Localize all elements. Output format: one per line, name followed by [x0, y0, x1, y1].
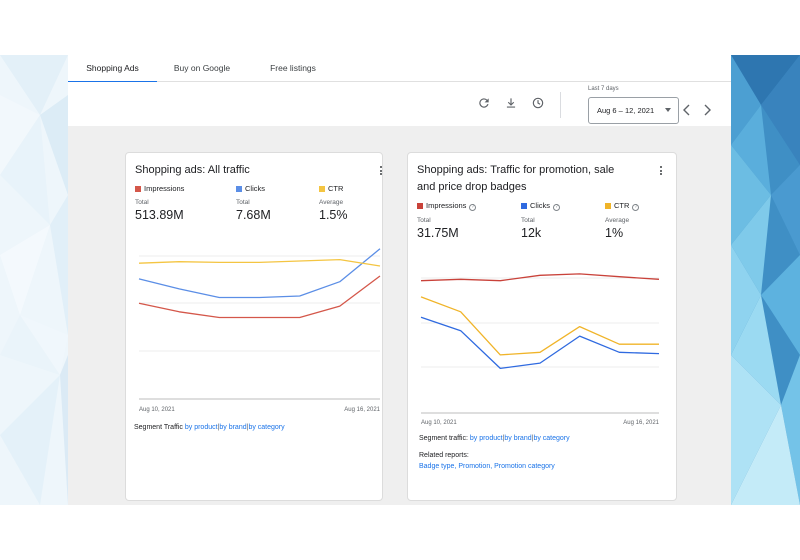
series-line-clicks	[420, 316, 660, 370]
badge-type-link[interactable]: Badge type	[419, 463, 455, 470]
metric-caption: Total	[521, 217, 535, 224]
metric-ctr: CTR Average 1.5%	[319, 184, 348, 222]
segment-label: Segment traffic:	[419, 435, 468, 442]
impressions-swatch	[417, 202, 423, 209]
all-traffic-card: Shopping ads: All traffic Impressions To…	[125, 152, 383, 501]
related-reports-label: Related reports:	[419, 452, 469, 459]
series-line-ctr	[138, 258, 381, 267]
link-separator: |	[502, 435, 505, 442]
segment-traffic-row: Segment Traffic by product|by brand|by c…	[134, 424, 285, 431]
metric-ctr: CTR? Average 1%	[605, 201, 640, 240]
series-line-impressions	[138, 275, 381, 319]
info-icon[interactable]: ?	[553, 204, 560, 211]
right-decorative-panel	[731, 55, 800, 505]
link-separator: |	[217, 424, 220, 431]
metric-value: 12k	[521, 226, 542, 240]
segment-by-category-link[interactable]: by category	[248, 424, 285, 431]
card-title-line-2: and price drop badges	[417, 181, 527, 193]
x-tick-label: Aug 16, 2021	[623, 420, 659, 426]
metric-legend: CTR	[328, 184, 344, 193]
right-lowpoly-art	[731, 55, 800, 505]
x-tick-label: Aug 10, 2021	[139, 407, 175, 413]
promotion-badges-line-chart: Aug 10, 2021 Aug 16, 2021	[420, 273, 660, 426]
date-range-value: Aug 6 – 12, 2021	[597, 106, 655, 115]
date-range-caption: Last 7 days	[588, 86, 619, 92]
tab-free-listings[interactable]: Free listings	[270, 63, 316, 73]
date-range-select[interactable]: Aug 6 – 12, 2021	[588, 97, 679, 124]
link-separator: |	[246, 424, 249, 431]
toolbar: Last 7 days Aug 6 – 12, 2021	[68, 82, 731, 126]
segment-by-product-link[interactable]: by product	[184, 424, 218, 431]
metric-value: 7.68M	[236, 208, 271, 222]
x-tick-label: Aug 10, 2021	[421, 420, 457, 426]
info-icon[interactable]: ?	[469, 204, 477, 211]
card-title-line-1: Shopping ads: Traffic for promotion, sal…	[417, 164, 615, 176]
ctr-swatch	[605, 202, 611, 209]
left-lowpoly-art	[0, 55, 68, 505]
promotion-badges-card: Shopping ads: Traffic for promotion, sal…	[407, 152, 677, 501]
metric-caption: Average	[319, 199, 344, 206]
metric-value: 1.5%	[319, 208, 348, 222]
segment-by-category-link[interactable]: by category	[533, 435, 570, 442]
metric-caption: Average	[605, 217, 630, 224]
tab-shopping-ads[interactable]: Shopping Ads	[68, 55, 157, 83]
metric-legend: CTR	[614, 201, 630, 210]
related-reports-links: Badge type, Promotion, Promotion categor…	[419, 463, 555, 470]
metric-caption: Total	[236, 199, 250, 206]
metric-caption: Total	[135, 199, 149, 206]
metric-legend: Impressions	[426, 201, 467, 210]
refresh-icon[interactable]	[477, 96, 491, 110]
history-icon[interactable]	[531, 96, 545, 110]
series-line-ctr	[420, 296, 659, 356]
toolbar-divider	[560, 92, 561, 118]
metric-value: 513.89M	[135, 208, 184, 222]
more-vert-icon[interactable]	[657, 165, 665, 177]
metric-impressions: Impressions? Total 31.75M	[417, 201, 477, 240]
tab-buy-on-google[interactable]: Buy on Google	[173, 63, 231, 73]
left-decorative-panel	[0, 55, 68, 505]
x-tick-label: Aug 16, 2021	[344, 407, 380, 413]
impressions-swatch	[135, 185, 141, 192]
clicks-swatch	[236, 185, 242, 192]
merchant-center-performance-view: Shopping Ads Buy on Google Free listings…	[68, 55, 731, 505]
series-line-impressions	[420, 273, 660, 282]
segment-by-brand-link[interactable]: by brand	[504, 435, 532, 442]
metric-caption: Total	[417, 217, 431, 224]
metric-impressions: Impressions Total 513.89M	[135, 184, 184, 222]
promotion-link[interactable]: Promotion	[458, 463, 491, 470]
segment-traffic-row: Segment traffic: by product|by brand|by …	[419, 435, 570, 442]
more-vert-icon[interactable]	[377, 165, 382, 177]
segment-by-brand-link[interactable]: by brand	[219, 424, 247, 431]
tab-bar: Shopping Ads Buy on Google Free listings	[68, 55, 731, 83]
segment-label: Segment Traffic	[134, 424, 183, 431]
clicks-swatch	[521, 202, 527, 209]
all-traffic-line-chart: Aug 10, 2021 Aug 16, 2021	[138, 248, 381, 413]
segment-by-product-link[interactable]: by product	[469, 435, 503, 442]
chevron-right-icon[interactable]	[702, 104, 712, 116]
dropdown-arrow-icon	[665, 108, 671, 112]
metric-value: 31.75M	[417, 226, 459, 240]
ctr-swatch	[319, 185, 325, 192]
download-icon[interactable]	[504, 96, 518, 110]
chevron-left-icon[interactable]	[682, 104, 692, 116]
metric-value: 1%	[605, 226, 624, 240]
promotion-category-link[interactable]: Promotion category	[494, 463, 555, 470]
metric-legend: Clicks	[530, 201, 550, 210]
info-icon[interactable]: ?	[632, 204, 640, 211]
link-separator: |	[531, 435, 534, 442]
series-line-clicks	[138, 248, 381, 299]
metric-legend: Impressions	[144, 184, 185, 193]
metric-legend: Clicks	[245, 184, 265, 193]
card-title: Shopping ads: All traffic	[135, 164, 250, 176]
metric-clicks: Clicks? Total 12k	[521, 201, 560, 240]
card-title: Shopping ads: Traffic for promotion, sal…	[417, 162, 614, 196]
metric-clicks: Clicks Total 7.68M	[236, 184, 271, 222]
